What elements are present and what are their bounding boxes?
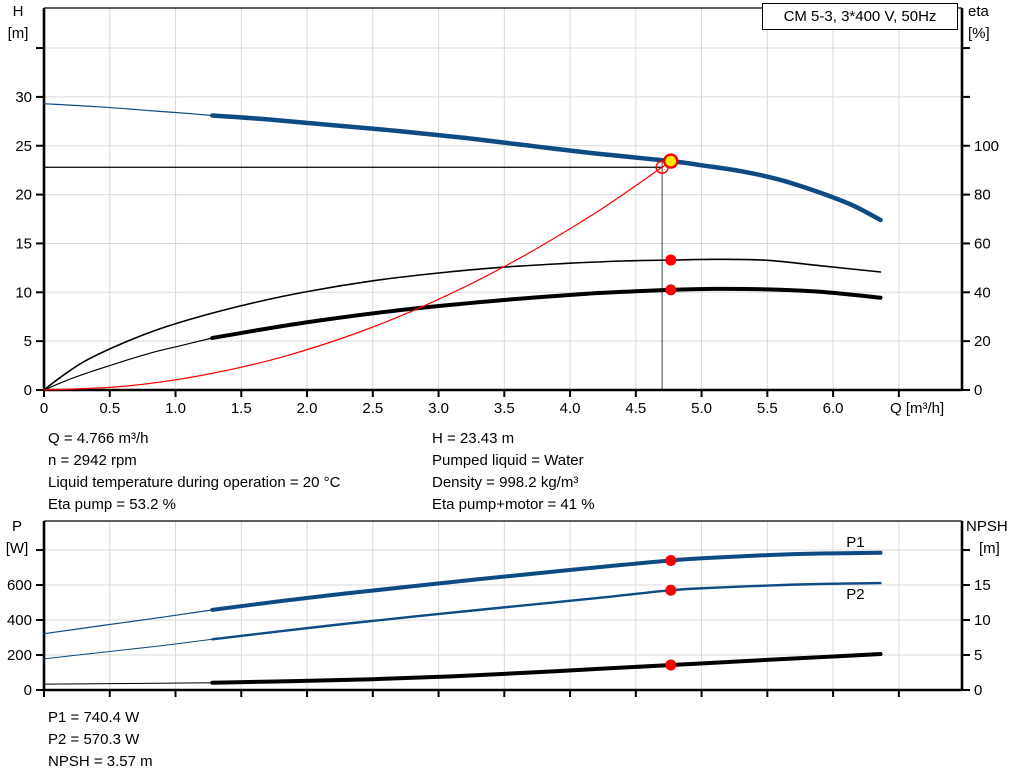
x-tick-label: 1.0 [165,400,186,417]
x-axis-label: Q [m³/h] [890,400,944,417]
left-tick-label: 5 [24,333,32,350]
x-tick-label: 3.0 [428,400,449,417]
left-tick-label: 20 [15,187,32,204]
left-tick-label: 30 [15,89,32,106]
x-tick-label: 6.0 [823,400,844,417]
right-tick-label: 60 [974,235,991,252]
left-axis-label: [W] [6,540,29,557]
duty-info-right-column: H = 23.43 m Pumped liquid = Water Densit… [432,428,595,516]
duty-info-left-column: Q = 4.766 m³/h n = 2942 rpm Liquid tempe… [48,428,340,516]
left-tick-label: 0 [24,382,32,399]
h-q-chart: 0 0.5 1.0 1.5 2.0 2.5 3.0 3.5 4.0 4.5 5.0 5.5 6.0 0 5 1… [8,3,999,417]
x-tick-label: 3.5 [494,400,515,417]
right-tick-label: 80 [974,187,991,204]
series-p2-curve-leadin [43,638,213,660]
series-npsh-curve-leadin [43,682,213,685]
left-tick-label: 15 [15,235,32,252]
left-axis-label: [m] [8,25,29,42]
info-line-p1: P1 = 740.4 W [48,709,140,726]
series-system-curve [43,160,672,391]
right-tick-label: 20 [974,333,991,350]
info-line-density: Density = 998.2 kg/m³ [432,474,579,491]
power-npsh-chart: 0 200 400 600 0 5 10 15 P [W] NPSH [m] P1 P2 [6,518,1008,699]
p2-duty-dot [665,584,677,596]
right-tick-label: 10 [974,612,991,629]
right-tick-label: 15 [974,577,991,594]
pump-model-badge: CM 5-3, 3*400 V, 50Hz [762,3,958,30]
x-tick-label: 0 [40,400,48,417]
duty-point-marker [663,153,679,169]
series-head-curve-leadin [43,103,213,117]
right-tick-label: 5 [974,647,982,664]
x-tick-label: 2.0 [297,400,318,417]
series-p2-curve [211,581,882,641]
info-line-eta-pump-motor: Eta pump+motor = 41 % [432,496,595,513]
series-eta-pump-curve [43,258,882,391]
x-tick-label: 4.5 [625,400,646,417]
series-label-p1: P1 [846,534,864,551]
series-label-p2: P2 [846,586,864,603]
p1-duty-dot [665,554,677,566]
right-tick-label: 100 [974,138,999,155]
x-tick-label: 5.5 [757,400,778,417]
series-eta-pump-motor-leadin [43,337,213,391]
info-line-npsh: NPSH = 3.57 m [48,753,153,770]
info-line-head: H = 23.43 m [432,430,515,447]
left-axis-label: P [12,518,22,535]
left-tick-label: 10 [15,284,32,301]
left-tick-label: 400 [7,612,32,629]
series-head-curve [210,113,883,223]
info-line-speed: n = 2942 rpm [48,452,137,469]
x-tick-label: 4.0 [560,400,581,417]
right-axis-label: NPSH [966,518,1008,535]
right-axis-label: [%] [968,25,990,42]
eta-pump-duty-dot [665,254,677,266]
info-line-liquid-temp: Liquid temperature during operation = 20… [48,474,341,491]
series-eta-pump-motor-curve [210,286,883,340]
info-line-p2: P2 = 570.3 W [48,731,140,748]
right-axis-label: eta [968,3,990,20]
x-tick-label: 2.5 [362,400,383,417]
x-tick-label: 0.5 [99,400,120,417]
info-line-flow: Q = 4.766 m³/h [48,430,149,447]
series-p1-curve-leadin [43,609,213,635]
right-tick-label: 0 [974,382,982,399]
left-tick-label: 200 [7,647,32,664]
right-tick-label: 40 [974,284,991,301]
info-line-pumped-liquid: Pumped liquid = Water [432,452,584,469]
x-tick-label: 5.0 [691,400,712,417]
npsh-duty-dot [665,659,677,671]
right-tick-label: 0 [974,682,982,699]
info-line-eta-pump: Eta pump = 53.2 % [48,496,176,513]
series-p1-curve [210,550,883,612]
x-tick-label: 1.5 [231,400,252,417]
left-axis-label: H [13,3,24,20]
eta-motor-duty-dot [665,284,677,296]
left-tick-label: 600 [7,577,32,594]
right-axis-label: [m] [979,540,1000,557]
left-tick-label: 25 [15,138,32,155]
series-npsh-curve [210,652,883,685]
left-tick-label: 0 [24,682,32,699]
duty-info-bottom-column: P1 = 740.4 W P2 = 570.3 W NPSH = 3.57 m [48,707,153,773]
